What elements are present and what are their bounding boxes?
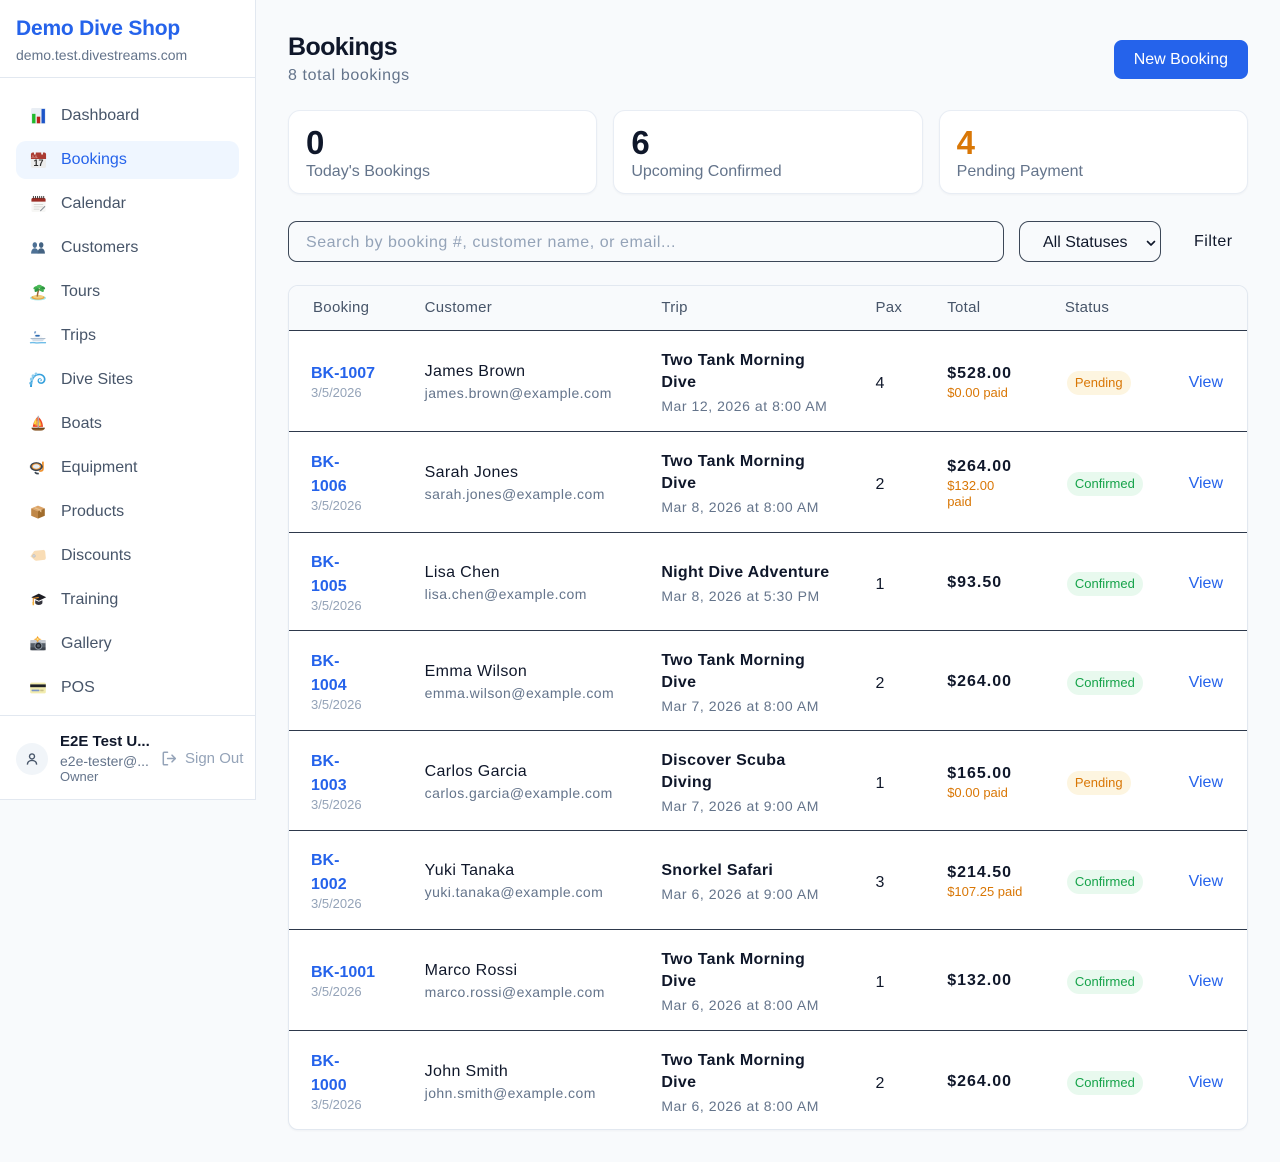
svg-text:17: 17 [33,158,43,168]
svg-text:JUL: JUL [31,155,38,159]
